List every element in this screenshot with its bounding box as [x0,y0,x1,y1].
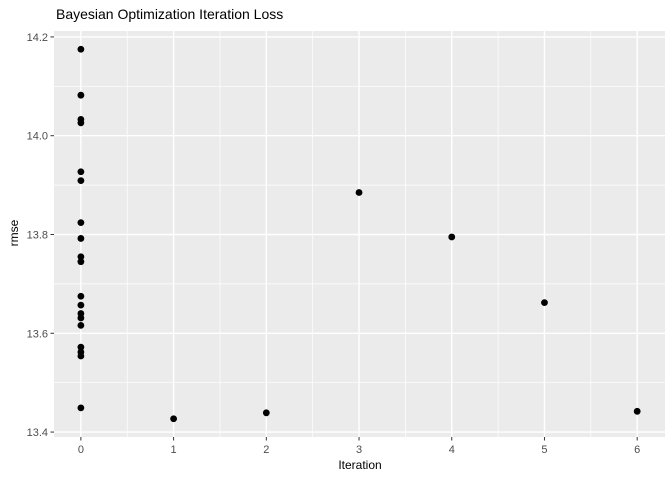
y-axis-title: rmse [7,219,21,247]
x-tick-label: 3 [356,444,362,456]
plot-title: Bayesian Optimization Iteration Loss [56,6,284,22]
data-point [170,415,178,423]
data-point [77,119,85,127]
data-point [77,91,85,99]
data-point [77,301,85,309]
x-tick-label: 5 [541,444,547,456]
x-tick-label: 2 [263,444,269,456]
data-point [355,189,363,196]
y-tick-label: 13.8 [27,229,48,241]
y-tick-label: 13.4 [27,427,48,439]
data-point [77,177,85,185]
data-point [77,253,85,261]
data-point [77,219,85,227]
y-tick-label: 14.0 [27,131,48,143]
data-point [77,352,85,360]
x-tick-label: 4 [449,444,455,456]
data-point [77,314,85,322]
data-point [448,233,456,241]
y-tick-label: 14.2 [27,32,48,44]
x-tick-label: 6 [634,444,640,456]
data-point [77,404,85,412]
x-tick-label: 1 [171,444,177,456]
data-point [541,299,548,307]
data-point [77,168,85,176]
data-point [77,235,85,242]
x-tick-label: 0 [78,444,84,456]
data-point [633,407,641,415]
data-point [77,343,85,351]
data-point [77,258,85,266]
x-axis-title: Iteration [338,458,382,472]
data-point [262,409,270,417]
data-point [77,45,85,53]
data-point [77,292,85,300]
y-tick-label: 13.6 [27,328,48,340]
data-point [77,321,85,329]
